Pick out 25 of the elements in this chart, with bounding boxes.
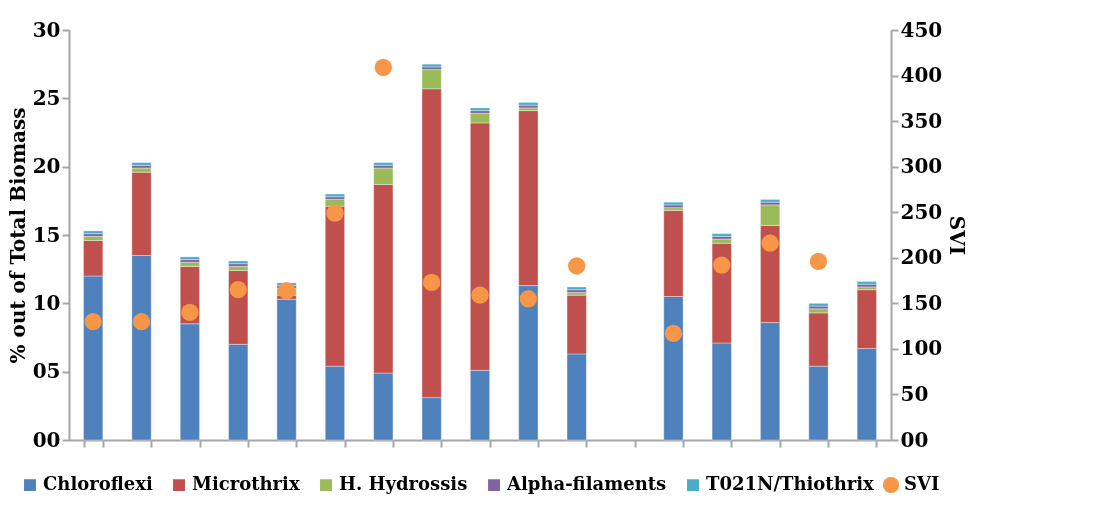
legend-label: H. Hydrossis — [339, 473, 468, 495]
y2-axis-title: SVI — [945, 215, 970, 256]
legend-label: Chloroflexi — [43, 473, 154, 495]
y2-tick-label: 350 — [900, 108, 943, 133]
y-tick-label: 15 — [32, 222, 61, 247]
y-tick-label: 25 — [32, 85, 61, 110]
legend-label: T021N/Thiothrix — [706, 473, 875, 495]
y2-tick-label: 300 — [900, 154, 943, 179]
y-tick-label: 00 — [32, 427, 61, 452]
legend-label: SVI — [904, 473, 940, 494]
y2-tick-label: 100 — [900, 336, 943, 361]
y2-tick-label: 450 — [900, 17, 943, 42]
y2-tick-label: 400 — [900, 63, 943, 88]
y-tick-label: 10 — [32, 290, 61, 315]
y2-tick-label: 50 — [900, 381, 929, 406]
y-tick-label: 20 — [32, 154, 61, 179]
y-axis-title: % out of Total Biomass — [5, 107, 30, 364]
legend-label: Microthrix — [192, 473, 300, 495]
y-tick-label: 05 — [32, 359, 61, 384]
legend-label: Alpha-filaments — [506, 473, 667, 495]
y2-tick-label: 250 — [900, 199, 943, 224]
y2-tick-label: 200 — [900, 245, 943, 270]
y2-tick-label: 150 — [900, 290, 943, 315]
y-tick-label: 30 — [32, 17, 61, 42]
y2-tick-label: 00 — [900, 427, 929, 452]
